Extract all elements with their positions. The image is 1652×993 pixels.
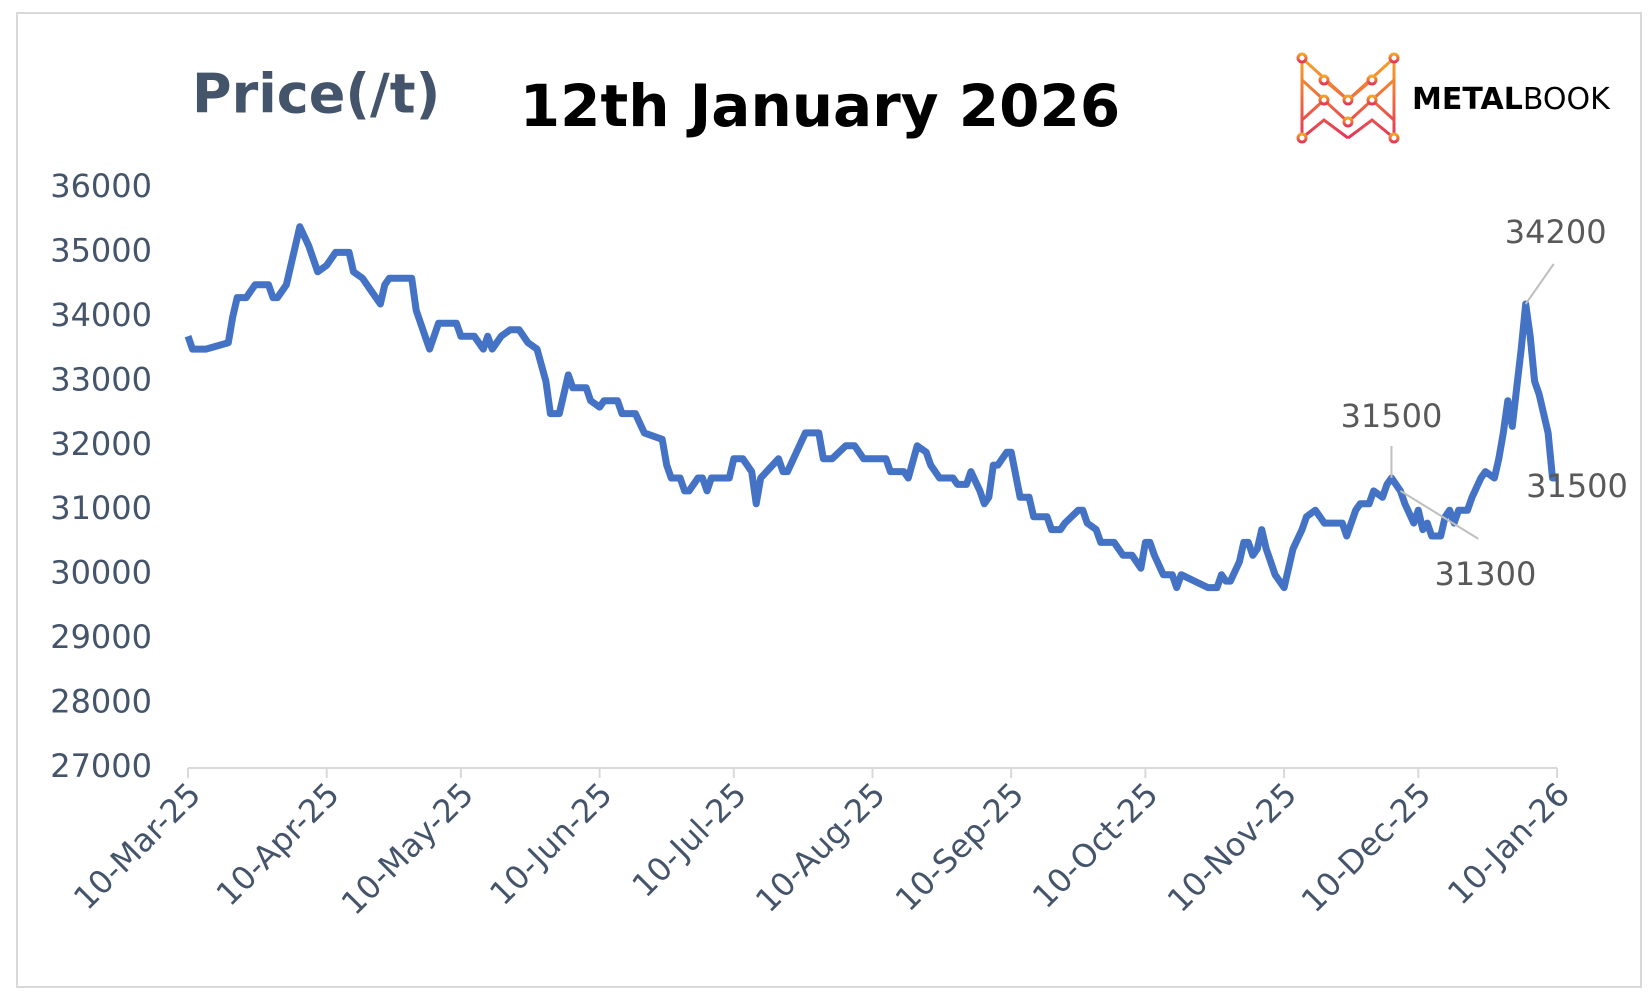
y-tick-label: 27000 <box>50 747 152 785</box>
y-tick-label: 31000 <box>50 489 152 527</box>
logo-light: BOOK <box>1523 82 1611 117</box>
leader-line <box>1399 490 1479 540</box>
y-tick-label: 29000 <box>50 618 152 656</box>
annotation-label: 31500 <box>1341 397 1443 435</box>
y-axis-label: Price(/t) <box>192 63 440 126</box>
y-tick-label: 33000 <box>50 360 152 398</box>
annotation-label: 31500 <box>1526 467 1628 505</box>
chart-title: 12th January 2026 <box>520 72 1120 140</box>
y-tick-label: 30000 <box>50 554 152 592</box>
price-line <box>184 223 1557 592</box>
y-tick-label: 32000 <box>50 425 152 463</box>
y-tick-label: 28000 <box>50 683 152 721</box>
annotation-label: 34200 <box>1505 213 1607 251</box>
annotation-label: 31300 <box>1435 555 1537 593</box>
logo-icon <box>1296 52 1400 144</box>
y-tick-label: 34000 <box>50 296 152 334</box>
leader-line <box>1524 263 1555 305</box>
logo-text: METALBOOK <box>1412 82 1611 117</box>
logo-bold: METAL <box>1412 82 1523 117</box>
y-tick-label: 36000 <box>50 167 152 205</box>
y-tick-label: 35000 <box>50 231 152 269</box>
